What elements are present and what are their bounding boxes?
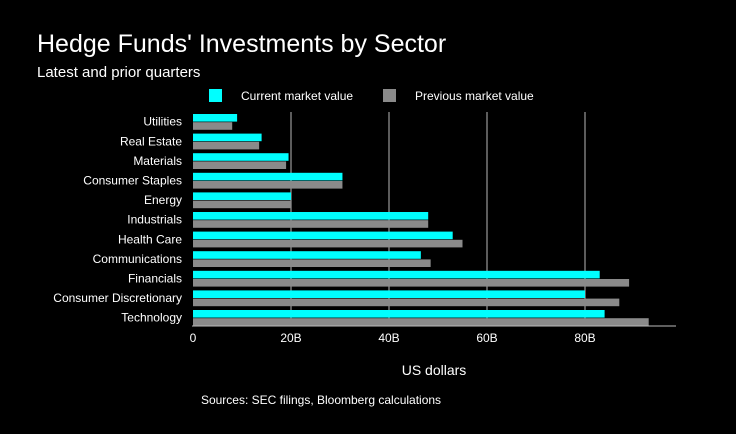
bar-industrials-previous xyxy=(193,220,429,228)
source-note: Sources: SEC filings, Bloomberg calculat… xyxy=(201,393,441,407)
bar-real-estate-current xyxy=(193,133,262,142)
bar-health-care-current xyxy=(193,231,453,240)
bar-consumer-discretionary-previous xyxy=(193,298,620,307)
category-label: Communications xyxy=(93,252,182,266)
bar-consumer-discretionary-current xyxy=(193,290,585,298)
bar-materials-current xyxy=(193,153,289,161)
bar-technology-previous xyxy=(193,318,649,326)
legend-label-current: Current market value xyxy=(241,89,353,103)
bar-technology-current xyxy=(193,310,605,318)
x-tick-label: 80B xyxy=(574,331,595,345)
bar-financials-current xyxy=(193,270,600,279)
bar-utilities-current xyxy=(193,114,238,122)
bar-energy-previous xyxy=(193,200,291,209)
bar-industrials-current xyxy=(193,212,429,220)
bar-communications-current xyxy=(193,251,421,259)
category-label: Consumer Staples xyxy=(83,174,182,188)
bar-consumer-staples-previous xyxy=(193,181,343,189)
bar-energy-current xyxy=(193,192,291,200)
chart-title: Hedge Funds' Investments by Sector xyxy=(37,30,446,58)
x-tick-label: 20B xyxy=(280,331,301,345)
x-tick-label: 0 xyxy=(190,331,197,345)
category-label: Utilities xyxy=(143,115,182,129)
bars xyxy=(193,114,649,326)
bar-financials-previous xyxy=(193,279,630,287)
x-axis-title: US dollars xyxy=(402,362,467,378)
x-tick-label: 40B xyxy=(378,331,399,345)
category-label: Industrials xyxy=(127,213,182,227)
bar-health-care-previous xyxy=(193,239,463,248)
legend-swatch-current xyxy=(209,89,222,102)
bar-real-estate-previous xyxy=(193,141,260,150)
legend: Current market value Previous market val… xyxy=(209,89,534,103)
category-label: Real Estate xyxy=(120,134,182,148)
bar-consumer-staples-current xyxy=(193,172,343,181)
category-label: Health Care xyxy=(118,232,182,246)
chart-subtitle: Latest and prior quarters xyxy=(37,64,200,81)
bar-communications-previous xyxy=(193,259,431,267)
category-label: Financials xyxy=(128,272,182,286)
category-label: Consumer Discretionary xyxy=(53,291,182,305)
category-label: Materials xyxy=(133,154,182,168)
legend-swatch-previous xyxy=(383,89,396,102)
category-labels: Utilities Real Estate Materials Consumer St… xyxy=(53,115,182,325)
bar-utilities-previous xyxy=(193,122,233,130)
legend-label-previous: Previous market value xyxy=(415,89,534,103)
x-tick-labels: 0 20B 40B 60B 80B xyxy=(190,331,596,345)
category-label: Technology xyxy=(121,311,182,325)
category-label: Energy xyxy=(144,193,182,207)
bar-materials-previous xyxy=(193,161,287,169)
x-tick-label: 60B xyxy=(476,331,497,345)
